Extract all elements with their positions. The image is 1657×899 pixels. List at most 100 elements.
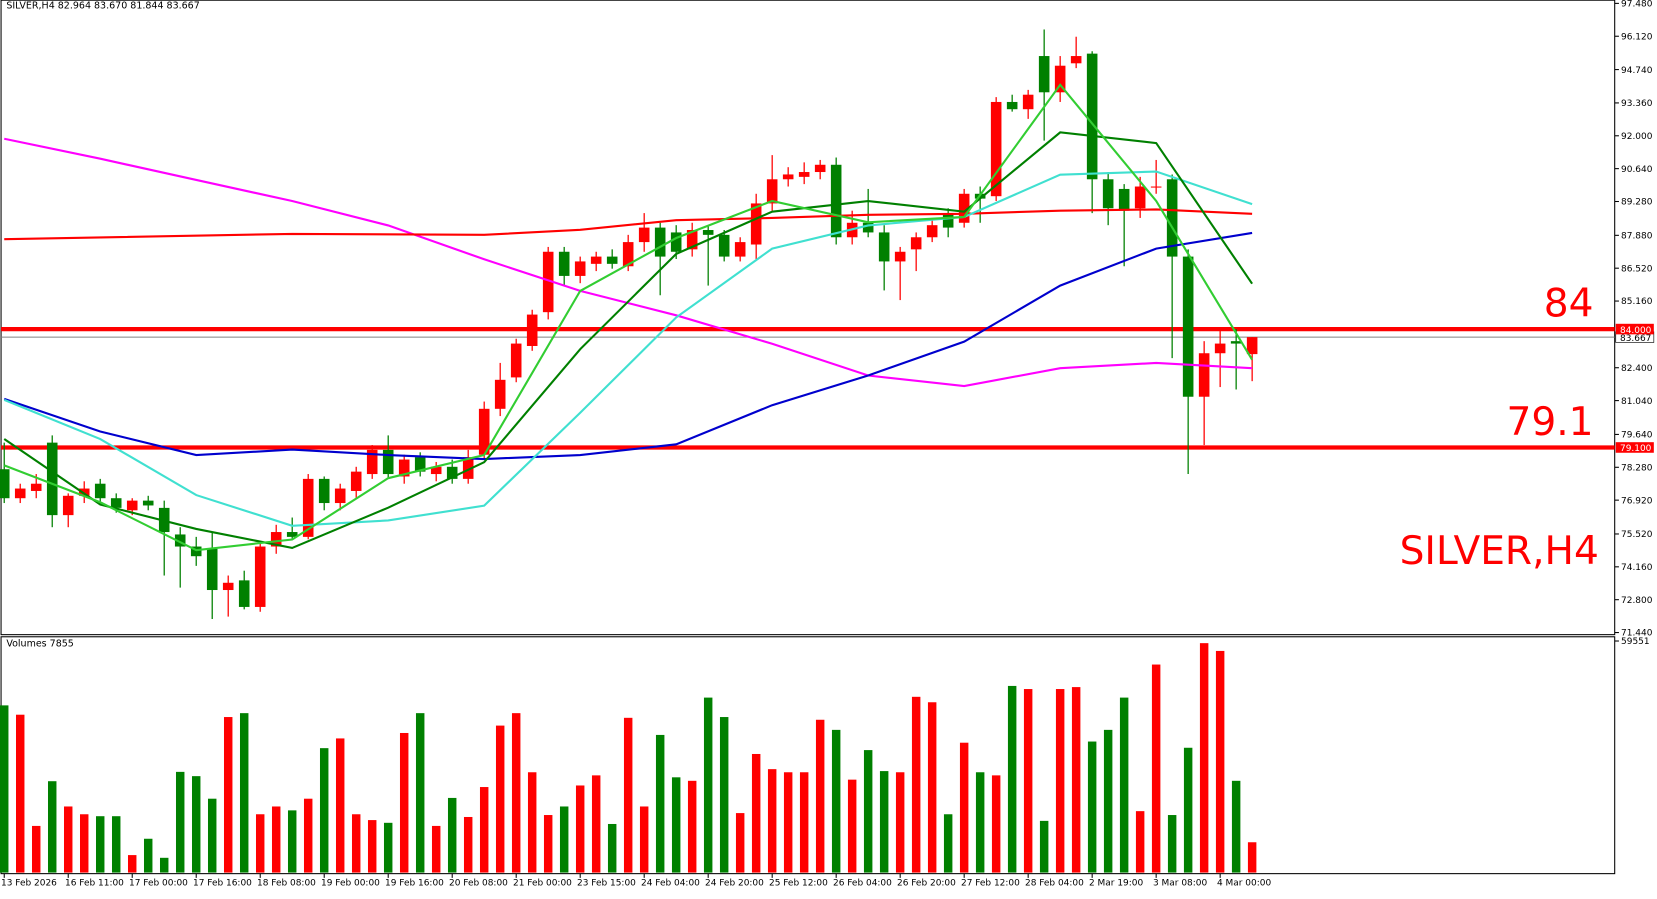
volume-bar: [895, 772, 905, 873]
x-tick-label: 18 Feb 08:00: [257, 878, 316, 888]
candle-body: [30, 483, 42, 491]
x-tick-label: 25 Feb 12:00: [769, 878, 828, 888]
volume-bar: [719, 717, 729, 873]
volume-bar: [1023, 689, 1033, 873]
y-tick-label: 59551: [1621, 637, 1650, 647]
y-tick-label: 86.520: [1621, 264, 1653, 274]
volume-bar: [399, 732, 409, 873]
volume-bar: [1231, 780, 1241, 873]
moving-average: [3, 170, 1253, 527]
candle-body: [782, 174, 794, 180]
candle-body: [1230, 341, 1242, 344]
candle-body: [670, 232, 682, 252]
y-tick-label: 89.280: [1621, 198, 1653, 208]
y-tick-label: 76.920: [1621, 496, 1653, 506]
volume-bar: [159, 857, 169, 873]
candle-body: [302, 478, 314, 537]
candle-body: [1214, 343, 1226, 354]
x-tick-label: 3 Mar 08:00: [1153, 878, 1207, 888]
x-tick-label: 19 Feb 00:00: [321, 878, 380, 888]
level-label: 84: [1544, 281, 1594, 326]
candle-body: [510, 343, 522, 378]
candle-body: [1086, 53, 1098, 180]
y-tick-label: 79.640: [1621, 431, 1653, 441]
volume-bar: [879, 771, 889, 873]
volume-bar: [687, 780, 697, 873]
candle-body: [382, 449, 394, 475]
volume-bar: [1119, 697, 1129, 873]
volume-bar: [671, 777, 681, 873]
candle-body: [686, 230, 698, 250]
volume-bar: [559, 806, 569, 873]
candle-body: [766, 179, 778, 204]
x-tick-label: 16 Feb 11:00: [65, 878, 124, 888]
volume-bar: [15, 714, 25, 873]
level-axis-box: [1615, 442, 1654, 453]
volume-bar: [815, 719, 825, 873]
candle-body: [622, 242, 634, 267]
candle-body: [814, 164, 826, 173]
y-tick-label: 94.740: [1621, 66, 1653, 76]
volume-bar: [591, 775, 601, 873]
level-axis-label: 84.000: [1620, 326, 1652, 336]
y-tick-label: 93.360: [1621, 99, 1653, 109]
candle-body: [654, 227, 666, 257]
level-label: 79.1: [1506, 400, 1593, 445]
volume-bar: [207, 798, 217, 873]
volume-bar: [287, 810, 297, 873]
volume-bar: [383, 822, 393, 873]
candle-body: [1022, 94, 1034, 110]
y-tick-label: 92.000: [1621, 132, 1653, 142]
volume-bar: [31, 825, 41, 873]
volume-bar: [95, 816, 105, 873]
volume-bar: [495, 725, 505, 873]
volume-bar: [975, 772, 985, 873]
x-tick-label: 24 Feb 20:00: [705, 878, 764, 888]
candle-body: [46, 442, 58, 516]
candle-body: [0, 469, 10, 499]
volume-bar: [335, 738, 345, 873]
candle-body: [1166, 179, 1178, 257]
candle-body: [990, 101, 1002, 197]
x-tick-label: 26 Feb 04:00: [833, 878, 892, 888]
symbol-annotation: SILVER,H4: [1400, 529, 1599, 574]
candle-body: [174, 534, 186, 547]
y-tick-label: 85.160: [1621, 297, 1653, 307]
volume-bar: [991, 775, 1001, 873]
y-tick-label: 71.440: [1621, 629, 1653, 639]
candle-body: [1150, 186, 1162, 188]
volume-bar: [351, 814, 361, 873]
volume-bar: [1103, 729, 1113, 873]
candle-body: [910, 237, 922, 250]
volume-bar: [1199, 643, 1209, 873]
candle-body: [414, 457, 426, 472]
volume-bar: [511, 713, 521, 873]
candle-body: [190, 546, 202, 557]
y-tick-label: 90.640: [1621, 165, 1653, 175]
volume-bar: [735, 813, 745, 873]
volume-bar: [0, 705, 9, 873]
candle-body: [14, 488, 26, 499]
candle-body: [718, 234, 730, 257]
volume-bar: [367, 820, 377, 873]
volume-bar: [127, 855, 137, 873]
moving-average: [3, 231, 1253, 461]
volume-bar: [1135, 811, 1145, 873]
candle-body: [318, 478, 330, 504]
candle-body: [1198, 353, 1210, 397]
candle-body: [110, 498, 122, 508]
candle-body: [734, 242, 746, 257]
candle-body: [1070, 56, 1082, 64]
volume-bar: [1071, 687, 1081, 873]
volume-bar: [1007, 685, 1017, 873]
candle-body: [366, 449, 378, 475]
volume-bar: [175, 771, 185, 873]
candle-body: [750, 203, 762, 245]
x-tick-label: 4 Mar 00:00: [1217, 878, 1271, 888]
moving-average: [3, 131, 1253, 550]
volume-bar: [831, 729, 841, 873]
candle-body: [958, 193, 970, 223]
volume-bar: [911, 696, 921, 873]
volume-bar: [543, 815, 553, 873]
